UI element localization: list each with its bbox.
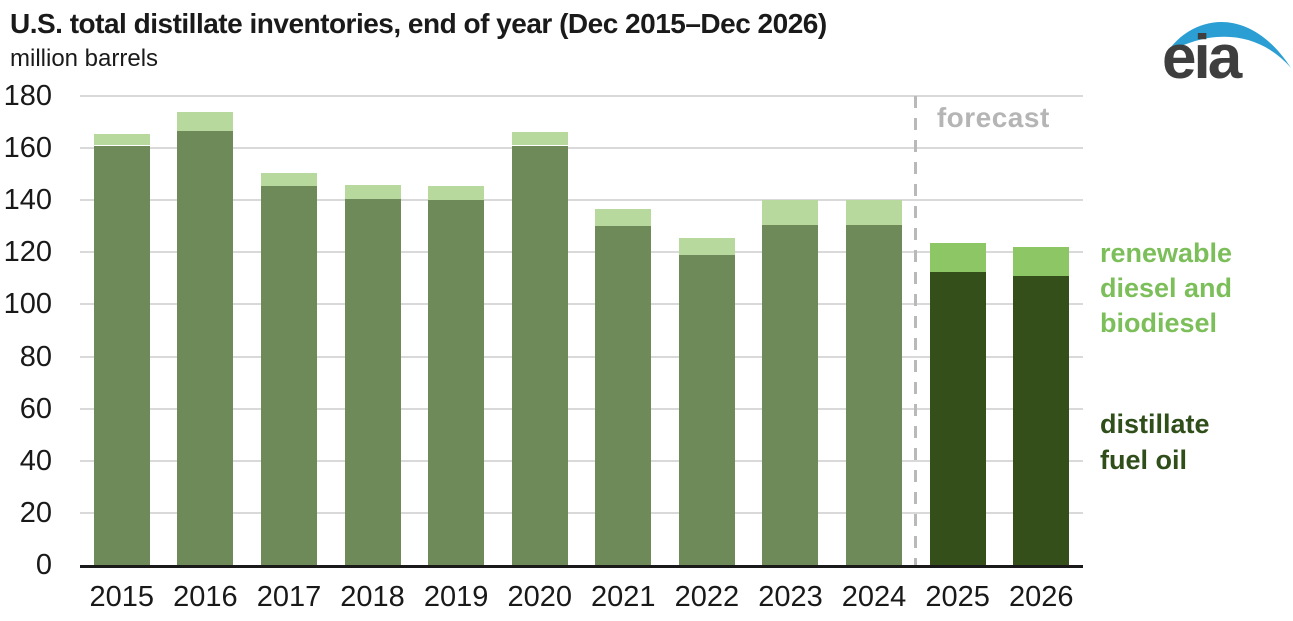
gridline-80 [80, 355, 1083, 358]
x-axis-tick-label-2018: 2018 [340, 581, 405, 613]
y-axis-tick-label-40: 40 [19, 444, 52, 477]
forecast-label: forecast [936, 102, 1050, 133]
bar-2016-distillate-fuel-oil [177, 131, 234, 565]
bar-2017-renewable-diesel-and-biodiesel [260, 172, 317, 186]
bar-2017-distillate-fuel-oil [260, 185, 317, 565]
x-axis-tick-label-2026: 2026 [1008, 581, 1074, 613]
gridline-160 [80, 147, 1083, 150]
gridline-100 [80, 303, 1083, 306]
chart-title: U.S. total distillate inventories, end o… [10, 8, 827, 39]
bar-2015-renewable-diesel-and-biodiesel [93, 133, 150, 146]
bar-2021-distillate-fuel-oil [595, 226, 652, 565]
y-axis-tick-label-20: 20 [19, 496, 52, 529]
bar-2019-distillate-fuel-oil [428, 200, 485, 565]
bar-2020-distillate-fuel-oil [511, 145, 568, 565]
bar-2018-distillate-fuel-oil [344, 198, 401, 565]
bar-2025-renewable-diesel-and-biodiesel [929, 243, 986, 272]
x-axis-tick-label-2021: 2021 [591, 581, 656, 613]
x-axis-tick-label-2020: 2020 [507, 581, 572, 613]
bar-2026-distillate-fuel-oil [1013, 275, 1070, 565]
bar-2023-distillate-fuel-oil [762, 224, 819, 565]
bar-2019-renewable-diesel-and-biodiesel [428, 185, 485, 201]
y-axis-tick-label-80: 80 [19, 340, 52, 373]
bar-2016-renewable-diesel-and-biodiesel [177, 111, 234, 132]
x-axis-tick-label-2023: 2023 [758, 581, 823, 613]
legend-distillate-fuel-oil: distillate fuel oil [1100, 409, 1210, 475]
bar-2026-renewable-diesel-and-biodiesel [1013, 247, 1070, 276]
bar-2025-distillate-fuel-oil [929, 271, 986, 565]
bar-2022-distillate-fuel-oil [678, 254, 735, 565]
x-axis-tick-label-2017: 2017 [256, 581, 322, 613]
gridline-120 [80, 251, 1083, 254]
eia-logo: eia [1152, 6, 1292, 94]
bar-2024-renewable-diesel-and-biodiesel [846, 200, 903, 225]
y-axis-tick-label-60: 60 [19, 392, 52, 425]
forecast-divider-line [914, 96, 918, 565]
bar-2018-renewable-diesel-and-biodiesel [344, 184, 401, 199]
y-axis-tick-label-180: 180 [3, 80, 52, 112]
eia-swoosh-icon [1166, 22, 1291, 68]
gridline-40 [80, 459, 1083, 462]
y-axis-unit-label: million barrels [10, 45, 159, 72]
x-axis-line [80, 565, 1083, 568]
bar-2021-renewable-diesel-and-biodiesel [595, 209, 652, 227]
x-axis-tick-label-2015: 2015 [89, 581, 155, 613]
x-axis-tick-label-2016: 2016 [173, 581, 238, 613]
x-axis-tick-label-2019: 2019 [423, 581, 489, 613]
y-axis-tick-label-140: 140 [3, 184, 52, 217]
y-axis-tick-label-160: 160 [3, 132, 52, 165]
bar-2015-distillate-fuel-oil [93, 145, 150, 565]
gridline-140 [80, 199, 1083, 202]
bar-2024-distillate-fuel-oil [846, 224, 903, 565]
y-axis-tick-label-0: 0 [35, 549, 52, 581]
bar-2020-renewable-diesel-and-biodiesel [511, 132, 568, 146]
eia-logo-text: eia [1162, 23, 1242, 92]
bar-2022-renewable-diesel-and-biodiesel [678, 238, 735, 255]
gridline-20 [80, 511, 1083, 514]
gridline-180 [80, 95, 1083, 97]
y-axis-tick-label-100: 100 [3, 288, 52, 321]
x-axis-tick-label-2024: 2024 [841, 581, 907, 613]
legend-renewable-diesel-and-biodiesel: renewable diesel and biodiesel [1100, 238, 1233, 338]
y-axis-tick-label-120: 120 [3, 236, 52, 269]
gridline-60 [80, 407, 1083, 410]
bar-2023-renewable-diesel-and-biodiesel [762, 200, 819, 225]
x-axis-tick-label-2022: 2022 [674, 581, 740, 613]
x-axis-tick-label-2025: 2025 [925, 581, 990, 613]
